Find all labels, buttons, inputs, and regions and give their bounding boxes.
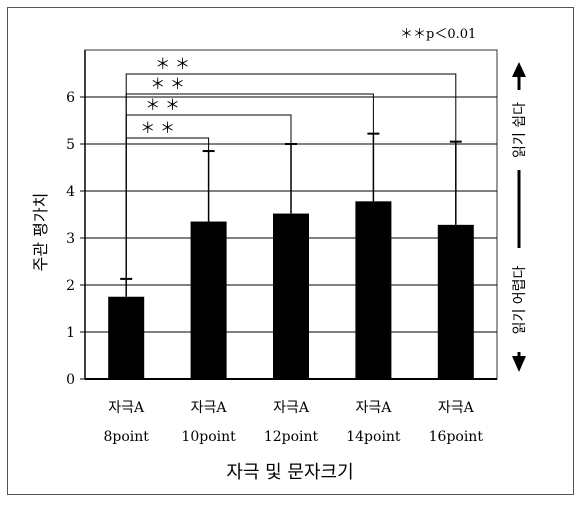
bar bbox=[437, 224, 474, 379]
category-label-line2: 16point bbox=[429, 429, 484, 445]
category-label-line1: 자극A bbox=[273, 400, 310, 416]
y-tick-label: 2 bbox=[66, 278, 75, 294]
y-tick-label: 4 bbox=[66, 184, 75, 200]
category-label-line2: 10point bbox=[181, 429, 236, 445]
arrow-up-head bbox=[512, 62, 526, 77]
significance-marker: ＊ ＊ bbox=[150, 75, 185, 93]
easy-to-read-label: 읽기 쉽다 bbox=[512, 102, 528, 158]
arrow-label-bg-top bbox=[510, 90, 528, 170]
significance-marker: ＊ ＊ bbox=[155, 55, 190, 73]
bar bbox=[355, 201, 392, 379]
y-axis-title: 주관 평가치 bbox=[31, 193, 50, 272]
hard-to-read-label: 읽기 어렵다 bbox=[512, 265, 528, 334]
category-label-line1: 자극A bbox=[438, 400, 475, 416]
bar bbox=[273, 213, 309, 379]
significance-bracket bbox=[125, 73, 457, 283]
y-tick-label: 5 bbox=[66, 137, 75, 153]
significance-marker: ＊ ＊ bbox=[140, 119, 175, 137]
category-label-line1: 자극A bbox=[355, 400, 392, 416]
y-tick-label: 1 bbox=[66, 325, 75, 341]
x-axis-title: 자극 및 문자크기 bbox=[226, 462, 353, 483]
category-label-line2: 12point bbox=[264, 429, 319, 445]
arrow-down-head bbox=[512, 356, 526, 372]
significance-note: ＊＊p＜0.01 bbox=[400, 27, 476, 42]
category-label-line1: 자극A bbox=[108, 400, 145, 416]
bar bbox=[190, 221, 227, 379]
y-tick-label: 6 bbox=[66, 90, 75, 106]
category-label-line1: 자극A bbox=[191, 400, 228, 416]
arrow-label-bg-bottom bbox=[510, 248, 528, 352]
y-tick-label: 3 bbox=[66, 231, 75, 247]
figure-frame bbox=[7, 7, 574, 495]
y-tick-label: 0 bbox=[66, 372, 75, 388]
category-label-line2: 14point bbox=[346, 429, 401, 445]
significance-marker: ＊ ＊ bbox=[145, 96, 180, 114]
category-label-line2: 8point bbox=[103, 429, 149, 445]
bar bbox=[108, 296, 145, 379]
